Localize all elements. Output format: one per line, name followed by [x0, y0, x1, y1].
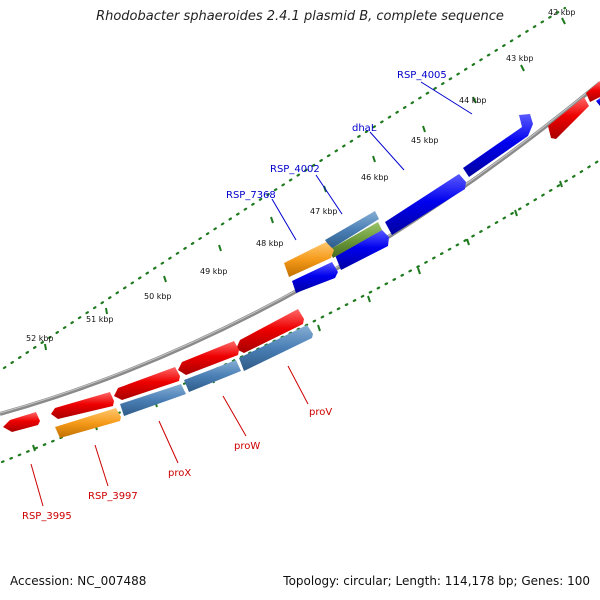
gene-arrow-prow[interactable]: [184, 360, 241, 392]
accession-text: Accession: NC_007488: [10, 574, 147, 588]
tick-label-42: 42 kbp: [548, 8, 576, 17]
forward-strand-genes: [284, 81, 600, 293]
outer-tick-ring: [2, 6, 567, 370]
gene-label-rsp-3995[interactable]: RSP_3995: [22, 511, 72, 522]
gene-label-rsp-4005[interactable]: RSP_4005: [397, 70, 447, 81]
gene-arrow-rsp-3997[interactable]: [55, 408, 121, 438]
sequence-summary-text: Topology: circular; Length: 114,178 bp; …: [283, 574, 590, 588]
gene-arrow-edge-blue[interactable]: [596, 98, 600, 106]
gene-arrow-rsp-4005[interactable]: [463, 114, 533, 177]
gene-arrow-pro-top[interactable]: [236, 309, 304, 353]
tick-label-46: 46 kbp: [361, 173, 389, 182]
sequence-backbone-highlight: [0, 81, 600, 414]
tick-label-52: 52 kbp: [26, 334, 54, 343]
kbp-tick-labels: 42 kbp 43 kbp 44 kbp 45 kbp 46 kbp 47 kb…: [26, 8, 576, 343]
reverse-strand-genes: [3, 309, 313, 438]
gene-arrow-pro-mid[interactable]: [178, 341, 239, 375]
gene-arrow-orange-upper[interactable]: [284, 242, 334, 277]
gene-label-dhal[interactable]: dhaL: [352, 123, 377, 134]
gene-arrow-rsp-3997-red[interactable]: [51, 392, 114, 419]
gene-label-rsp-3997[interactable]: RSP_3997: [88, 491, 138, 502]
tick-label-43: 43 kbp: [506, 54, 534, 63]
tick-label-51: 51 kbp: [86, 315, 114, 324]
gene-arrow-lower-blue[interactable]: [335, 230, 389, 270]
tick-label-48: 48 kbp: [256, 239, 284, 248]
gene-label-rsp-7368[interactable]: RSP_7368: [226, 190, 276, 201]
gene-arrow-dhal[interactable]: [385, 174, 466, 235]
gene-labels: RSP_4005 dhaL RSP_4002 RSP_7368 proV pro…: [22, 70, 447, 522]
gene-arrow-edge-red[interactable]: [586, 81, 600, 102]
tick-label-49: 49 kbp: [200, 267, 228, 276]
sequence-backbone: [0, 81, 600, 416]
tick-label-45: 45 kbp: [411, 136, 439, 145]
gene-arrow-top-red[interactable]: [548, 97, 589, 139]
gene-arrow-olive[interactable]: [329, 222, 382, 258]
gene-label-prox[interactable]: proX: [168, 468, 191, 479]
gene-arrow-small-blue[interactable]: [292, 262, 338, 293]
gene-label-rsp-4002[interactable]: RSP_4002: [270, 164, 320, 175]
label-leader-lines: [30, 81, 473, 507]
gene-label-prow[interactable]: proW: [234, 441, 260, 452]
gene-arrow-prox[interactable]: [120, 384, 186, 416]
gene-arrow-prov[interactable]: [239, 325, 313, 371]
kbp-major-ticks: [44, 17, 566, 351]
tick-label-50: 50 kbp: [144, 292, 172, 301]
gene-label-prov[interactable]: proV: [309, 407, 332, 418]
tick-label-47: 47 kbp: [310, 207, 338, 216]
gene-arrow-steelblue-upper[interactable]: [325, 211, 379, 249]
tick-label-44: 44 kbp: [459, 96, 487, 105]
map-title: Rhodobacter sphaeroides 2.4.1 plasmid B,…: [96, 9, 504, 24]
gene-arrow-rsp-3995[interactable]: [3, 412, 40, 432]
gene-arrow-pro-low[interactable]: [114, 367, 180, 400]
